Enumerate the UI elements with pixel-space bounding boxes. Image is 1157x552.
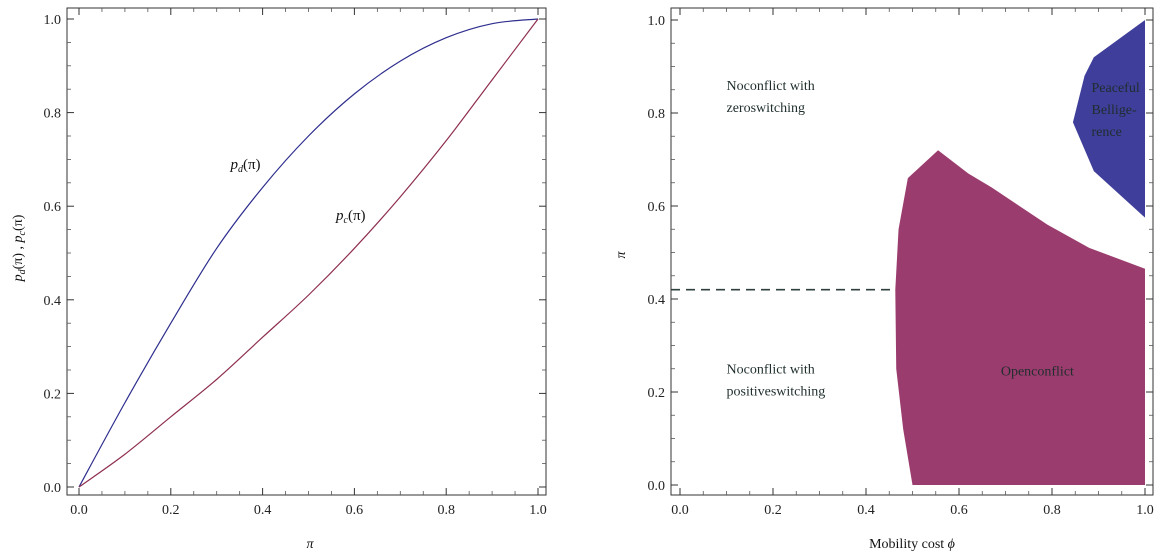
right-ticks: 0.0 0.2 0.4 0.6 0.8 1.0 0.0 0.2 0.4 0.6 0.8 1.0: [648, 8, 1154, 518]
left-y-label-p1: p: [11, 274, 26, 282]
label-tail: (π): [243, 157, 261, 173]
region-annotation-line: Bellige-: [1092, 103, 1137, 118]
x-tick-label: 1.0: [1136, 503, 1154, 518]
region-annotation-line: Noconflict with: [727, 79, 815, 94]
x-tick-label: 0.8: [437, 503, 455, 518]
right-x-axis-label: Mobility cost ϕ: [869, 537, 955, 552]
left-x-axis-label: π: [306, 537, 314, 552]
left-y-label-s1: d: [17, 268, 28, 274]
series-line-pc: [78, 18, 539, 488]
right-x-label-symbol: ϕ: [948, 537, 955, 552]
left-y-label-m2: (π): [11, 214, 26, 231]
label-sub: c: [344, 215, 349, 226]
left-y-label-p2: p: [11, 235, 26, 243]
x-tick-label: 0.6: [346, 503, 364, 518]
label-pd: pd(π): [229, 157, 260, 175]
x-tick-label: 0.2: [764, 503, 782, 518]
x-tick-label: 1.0: [529, 503, 547, 518]
x-tick-label: 0.6: [950, 503, 968, 518]
x-tick-label: 0.0: [671, 503, 689, 518]
left-ticks: 0.0 0.2 0.4 0.6 0.8 1.0 0.0 0.2 0.4 0.6 0.8 1.0: [44, 8, 547, 518]
y-tick-label: 0.4: [648, 293, 666, 308]
region-annotation-line: Noconflict with: [727, 362, 815, 377]
series-line-pd: [78, 18, 539, 488]
y-tick-label: 0.8: [648, 107, 666, 122]
right-plot-frame: [670, 7, 1154, 496]
right-annotations: Noconflict with zeroswitching Noconflict w…: [727, 79, 1140, 400]
region-annotation-line: Openconflict: [1001, 365, 1074, 380]
x-tick-label: 0.4: [857, 503, 875, 518]
right-y-axis-label: π: [614, 251, 629, 259]
region-annotation-line: rence: [1092, 125, 1122, 140]
left-chart: 0.0 0.2 0.4 0.6 0.8 1.00.00.20.40.60.81.0 pd(…: [11, 7, 547, 552]
y-tick-label: 0.2: [44, 387, 62, 402]
label-tail: (π): [348, 208, 366, 224]
label-sub: d: [238, 164, 244, 175]
x-tick-label: 0.0: [70, 503, 88, 518]
y-tick-label: 0.8: [44, 107, 62, 122]
y-tick-label: 0.2: [648, 386, 666, 401]
y-tick-label: 0.6: [44, 200, 62, 215]
region-annotation-line: Peaceful: [1092, 81, 1140, 96]
y-tick-label: 1.0: [648, 14, 666, 29]
right-regions: [895, 20, 1145, 485]
region-annotation-line: positiveswitching: [727, 384, 826, 399]
x-tick-label: 0.4: [254, 503, 272, 518]
left-y-label-m1: (π) ,: [11, 242, 26, 269]
right-x-label-text: Mobility cost: [869, 537, 948, 552]
region-open-conflict: [895, 150, 1145, 485]
y-tick-label: 1.0: [44, 13, 62, 28]
left-y-axis-label: pd(π) , pc(π): [11, 214, 28, 282]
label-base: p: [335, 208, 344, 224]
y-tick-label: 0.0: [648, 479, 666, 494]
left-y-label-s2: c: [17, 230, 28, 235]
right-chart: 0.0 0.2 0.4 0.6 0.8 1.0 0.0 0.2 0.4 0.6 0.8 1.0 Noc…: [614, 7, 1154, 552]
left-plot-frame: [66, 7, 547, 496]
label-base: p: [229, 157, 238, 173]
label-pc: pc(π): [335, 208, 366, 226]
x-tick-label: 0.2: [162, 503, 180, 518]
y-tick-label: 0.0: [44, 481, 62, 496]
y-tick-label: 0.4: [44, 294, 62, 309]
x-tick-label: 0.8: [1043, 503, 1061, 518]
left-curve-labels: pd(π)pc(π): [229, 157, 365, 226]
region-annotation-line: zeroswitching: [727, 101, 806, 116]
region-peaceful-belligerence: [1072, 20, 1145, 218]
left-series: [78, 18, 539, 488]
y-tick-label: 0.6: [648, 200, 666, 215]
